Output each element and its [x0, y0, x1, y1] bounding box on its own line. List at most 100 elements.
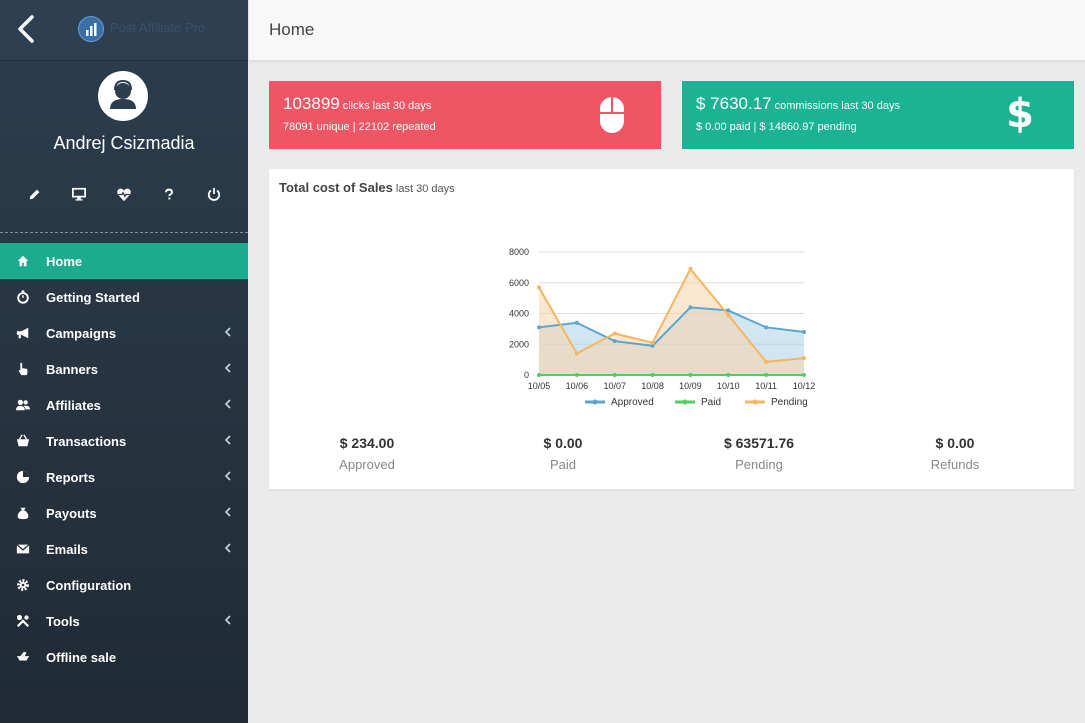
monitor-icon[interactable] [69, 184, 89, 204]
data-point-pending [726, 313, 731, 318]
sidebar-item-getting-started[interactable]: Getting Started [0, 279, 248, 315]
data-point-pending [650, 340, 655, 345]
data-point-approved [726, 308, 731, 313]
data-point-paid [650, 373, 655, 377]
sidebar-header: Post Affiliate Pro [0, 0, 248, 61]
sidebar-item-configuration[interactable]: Configuration [0, 567, 248, 603]
x-tick-label: 10/09 [679, 381, 702, 391]
total-paid-value: $ 0.00 [543, 435, 583, 451]
sidebar-item-label: Getting Started [46, 289, 140, 305]
commissions-summary: $ 7630.17 commissions last 30 days [696, 94, 900, 114]
sidebar-item-label: Transactions [46, 433, 127, 449]
data-point-approved [764, 325, 769, 330]
sidebar-item-label: Offline sale [46, 649, 117, 665]
clicks-breakdown: 78091 unique | 22102 repeated [283, 121, 436, 133]
chevron-left-icon [224, 435, 231, 445]
cost-of-sales-panel: Total cost of Sales last 30 days 0 2000 400… [269, 169, 1074, 489]
page-title: Home [269, 20, 315, 39]
commissions-label: commissions last 30 days [774, 100, 900, 112]
total-refunds: $ 0.00 Refunds [857, 435, 1053, 472]
panel-title-text: Total cost of Sales [279, 180, 393, 195]
data-point-pending [688, 266, 693, 271]
chevron-left-icon [224, 543, 231, 553]
power-icon[interactable] [204, 184, 224, 204]
chevron-left-icon [224, 399, 231, 409]
panel-subtitle: last 30 days [395, 183, 455, 195]
legend-label-pending: Pending [771, 397, 808, 408]
x-tick-label: 10/12 [793, 381, 816, 391]
sidebar-item-affiliates[interactable]: Affiliates [0, 387, 248, 423]
top-bar: Home [249, 0, 1085, 61]
y-tick-label: 0 [524, 370, 529, 380]
data-point-pending [612, 331, 617, 336]
users-icon [0, 398, 46, 412]
data-point-pending [537, 285, 541, 290]
data-point-paid [612, 373, 617, 377]
x-tick-label: 10/06 [566, 381, 589, 391]
megaphone-icon [0, 326, 46, 340]
clicks-card[interactable]: 103899 clicks last 30 days 78091 unique |… [269, 81, 661, 149]
sidebar-item-campaigns[interactable]: Campaigns [0, 315, 248, 351]
logo-icon [78, 16, 104, 42]
sidebar-divider [0, 232, 248, 233]
total-refunds-value: $ 0.00 [935, 435, 975, 451]
sidebar-item-home[interactable]: Home [0, 243, 248, 279]
heartbeat-icon[interactable] [114, 184, 134, 204]
y-tick-label: 2000 [509, 339, 529, 349]
x-tick-label: 10/10 [717, 381, 740, 391]
pencil-icon[interactable] [24, 184, 44, 204]
user-icon [110, 79, 136, 109]
x-tick-label: 10/07 [603, 381, 626, 391]
clicks-summary: 103899 clicks last 30 days [283, 94, 431, 114]
home-icon [0, 254, 46, 268]
stopwatch-icon [0, 290, 46, 304]
sidebar-item-offline-sale[interactable]: Offline sale [0, 639, 248, 675]
legend-label-approved: Approved [611, 397, 654, 408]
sidebar-item-reports[interactable]: Reports [0, 459, 248, 495]
gear-icon [0, 578, 46, 592]
data-point-pending [802, 356, 806, 361]
total-paid: $ 0.00 Paid [465, 435, 661, 472]
sidebar-item-label: Emails [46, 541, 88, 557]
data-point-approved [688, 305, 693, 310]
legend-marker-approved [592, 399, 598, 405]
sidebar-item-label: Banners [46, 361, 99, 377]
series-line-pending [538, 267, 805, 363]
basket-icon [0, 434, 46, 448]
sidebar-actions [12, 184, 236, 204]
envelope-icon [0, 542, 46, 556]
clicks-value: 103899 [283, 94, 340, 113]
data-point-approved [574, 320, 579, 325]
sidebar-item-payouts[interactable]: Payouts [0, 495, 248, 531]
sales-chart: 0 2000 4000 6000 8000 10/05 10/06 10/07 10/08 10/… [509, 247, 816, 408]
data-point-approved [650, 343, 655, 348]
y-tick-label: 8000 [509, 247, 529, 257]
data-point-approved [537, 325, 541, 330]
money-bag-icon [0, 506, 46, 520]
question-icon[interactable] [159, 184, 179, 204]
sidebar-item-transactions[interactable]: Transactions [0, 423, 248, 459]
chevron-left-icon [224, 507, 231, 517]
total-pending-value: $ 63571.76 [723, 435, 795, 451]
user-name: Andrej Csizmadia [53, 133, 195, 153]
avatar[interactable] [98, 71, 148, 121]
total-approved: $ 234.00 Approved [269, 435, 465, 472]
series-area-pending [539, 268, 804, 375]
mouse-icon [600, 97, 624, 133]
chevron-left-icon [224, 471, 231, 481]
data-point-pending [574, 351, 579, 356]
commissions-card[interactable]: $ 7630.17 commissions last 30 days $ 0.00… [682, 81, 1074, 149]
clicks-label: clicks last 30 days [342, 100, 432, 112]
chevron-left-icon [224, 615, 231, 625]
back-arrow-icon[interactable] [14, 14, 38, 44]
sidebar-item-tools[interactable]: Tools [0, 603, 248, 639]
data-point-paid [688, 373, 693, 377]
data-point-paid [802, 373, 806, 377]
panel-title: Total cost of Sales last 30 days [279, 180, 455, 195]
sidebar-item-emails[interactable]: Emails [0, 531, 248, 567]
y-tick-label: 6000 [509, 278, 529, 288]
totals-row: $ 234.00 Approved $ 0.00 Paid $ 63571.76 Pend… [269, 435, 1074, 472]
total-approved-value: $ 234.00 [339, 435, 395, 451]
sidebar-item-banners[interactable]: Banners [0, 351, 248, 387]
chevron-left-icon [224, 327, 231, 337]
